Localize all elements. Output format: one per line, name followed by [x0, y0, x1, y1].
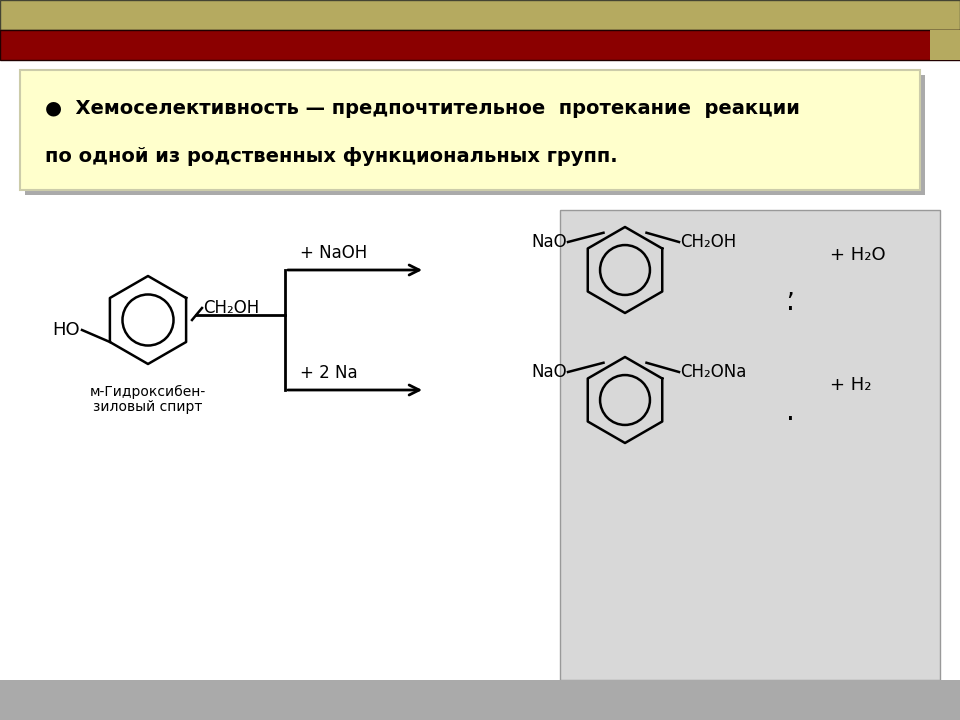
- Bar: [560, 210, 940, 680]
- Text: + 2 Na: + 2 Na: [300, 364, 358, 382]
- Text: + H₂O: + H₂O: [830, 246, 886, 264]
- Text: + H₂: + H₂: [830, 376, 872, 394]
- Text: NaO: NaO: [532, 363, 567, 381]
- Text: ·: ·: [785, 296, 795, 324]
- Text: CH₂OH: CH₂OH: [203, 299, 259, 317]
- Bar: [0, 30, 960, 60]
- Text: зиловый спирт: зиловый спирт: [93, 400, 203, 414]
- Text: ,: ,: [786, 276, 794, 300]
- Text: NaO: NaO: [532, 233, 567, 251]
- Bar: [0, 680, 960, 720]
- Bar: [930, 30, 960, 60]
- Text: CH₂OH: CH₂OH: [680, 233, 736, 251]
- Text: м-Гидроксибен-: м-Гидроксибен-: [90, 385, 206, 399]
- Text: по одной из родственных функциональных групп.: по одной из родственных функциональных г…: [45, 147, 617, 166]
- Text: CH₂ONa: CH₂ONa: [680, 363, 746, 381]
- Text: HO: HO: [53, 321, 80, 339]
- Text: + NaOH: + NaOH: [300, 244, 368, 262]
- Bar: [25, 75, 925, 195]
- Bar: [0, 0, 960, 30]
- Bar: [20, 70, 920, 190]
- Text: ●  Хемоселективность — предпочтительное  протекание  реакции: ● Хемоселективность — предпочтительное п…: [45, 99, 800, 118]
- Text: ·: ·: [785, 406, 795, 434]
